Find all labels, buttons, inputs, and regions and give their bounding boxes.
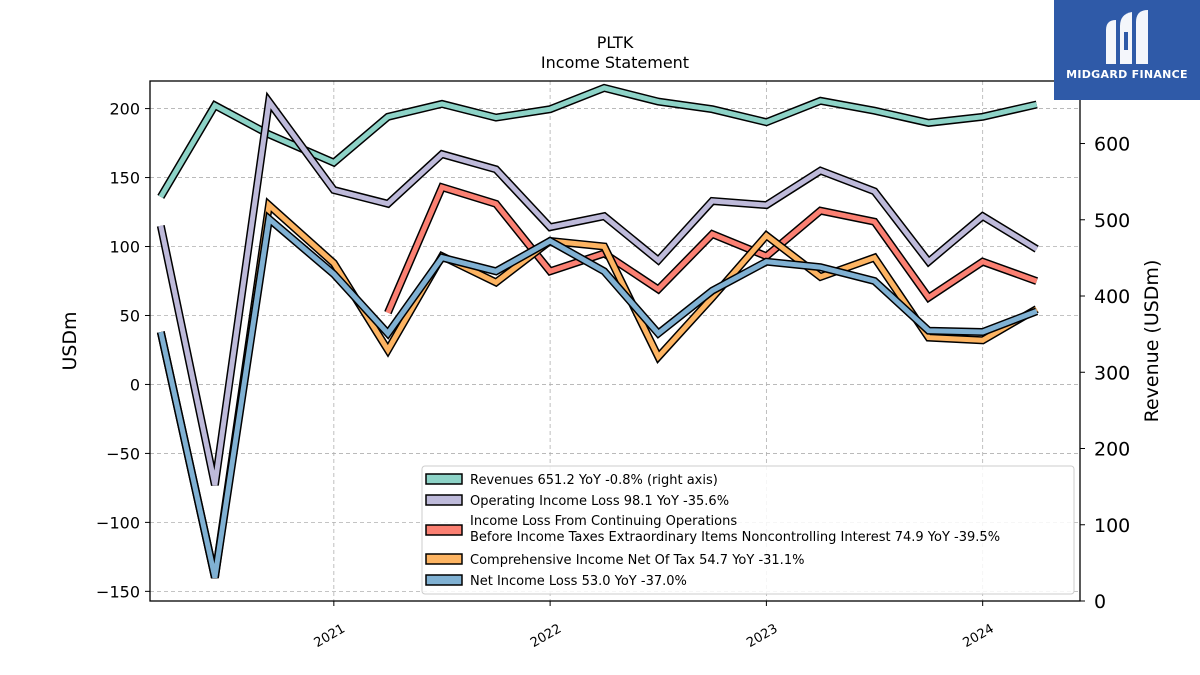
legend-label: Before Income Taxes Extraordinary Items … [470, 530, 1000, 545]
series-line [158, 200, 1038, 579]
series-lines [156, 83, 1039, 579]
x-tick-label: 2023 [744, 621, 780, 651]
y-right-tick-label: 400 [1094, 286, 1130, 308]
y-right-tick-label: 200 [1094, 439, 1130, 461]
brand-name: MIDGARD FINANCE [1066, 68, 1188, 81]
series-line [385, 184, 1038, 314]
axes: −150 −100 −50 0 50 100 150 200 2021 2022 2023 2024 0… [96, 100, 1130, 651]
series-1 [156, 91, 1039, 486]
y-tick-label: 150 [109, 169, 140, 188]
legend-swatch [425, 553, 463, 565]
series-line-outline [156, 91, 1039, 486]
legend-label: Comprehensive Income Net Of Tax 54.7 YoY… [470, 553, 804, 568]
legend-box [421, 465, 1075, 595]
y-right-tick-label: 100 [1094, 515, 1130, 537]
series-3 [156, 197, 1039, 579]
series-4 [156, 211, 1039, 579]
legend-label: Income Loss From Continuing Operations [470, 514, 737, 529]
brand-logo: MIDGARD FINANCE [1054, 0, 1200, 100]
legend-label: Operating Income Loss 98.1 YoY -35.6% [470, 494, 729, 509]
legend-swatch [425, 574, 463, 586]
legend-swatch [425, 494, 463, 506]
plot-frame [149, 80, 1081, 602]
series-0 [157, 83, 1038, 199]
chart-subtitle: Income Statement [541, 53, 689, 72]
y-axis-right-label: Revenue (USDm) [1141, 260, 1163, 423]
midgard-logo-icon [1106, 10, 1148, 64]
y-right-tick-label: 300 [1094, 362, 1130, 384]
y-right-tick-label: 0 [1094, 591, 1106, 613]
y-right-tick-label: 600 [1094, 134, 1130, 156]
y-tick-label: −150 [96, 582, 140, 601]
y-tick-label: 100 [109, 238, 140, 257]
x-tick-label: 2021 [312, 621, 348, 651]
y-tick-label: −100 [96, 513, 140, 532]
y-tick-label: −50 [106, 444, 140, 463]
chart-title: PLTK [597, 33, 634, 52]
y-tick-label: 0 [130, 375, 140, 394]
legend-swatch [425, 524, 463, 536]
legend-label: Net Income Loss 53.0 YoY -37.0% [470, 574, 687, 589]
legend-swatch [425, 473, 463, 485]
series-2 [384, 182, 1039, 315]
series-line [158, 214, 1038, 579]
y-tick-label: 200 [109, 100, 140, 119]
x-tick-label: 2022 [528, 621, 564, 651]
series-line [158, 85, 1038, 199]
series-line [158, 95, 1039, 486]
x-tick-label: 2024 [961, 621, 997, 651]
y-right-tick-label: 500 [1094, 210, 1130, 232]
legend: Revenues 651.2 YoY -0.8% (right axis) Ope… [421, 465, 1075, 595]
y-tick-label: 50 [120, 306, 140, 325]
legend-label: Revenues 651.2 YoY -0.8% (right axis) [470, 473, 718, 488]
y-axis-label: USDm [59, 311, 81, 370]
